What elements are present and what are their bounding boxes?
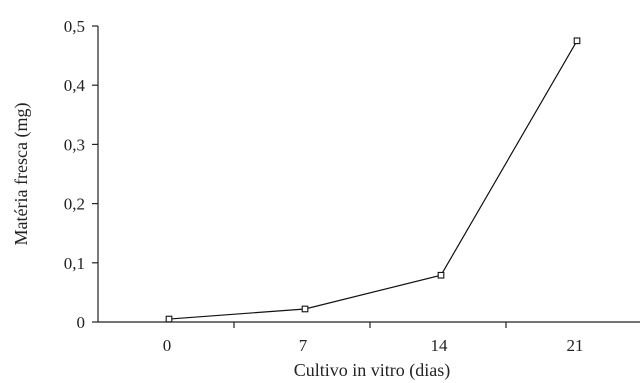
x-axis-title: Cultivo in vitro (dias) bbox=[294, 360, 451, 381]
x-tick-label: 14 bbox=[431, 336, 449, 355]
y-axis-ticks: 0 0,1 0,2 0,3 0,4 0,5 bbox=[64, 17, 98, 332]
y-axis-title: Matéria fresca (mg) bbox=[11, 103, 32, 246]
series-line bbox=[168, 40, 578, 320]
y-tick-label: 0,2 bbox=[64, 195, 85, 214]
y-tick-label: 0,3 bbox=[64, 135, 85, 154]
y-tick-label: 0,5 bbox=[64, 17, 85, 36]
y-tick-label: 0 bbox=[77, 313, 86, 332]
x-tick-label: 7 bbox=[299, 336, 308, 355]
y-tick-label: 0,1 bbox=[64, 254, 85, 273]
y-tick-label: 0,4 bbox=[64, 76, 86, 95]
data-point-marker bbox=[301, 305, 309, 313]
x-tick-label: 0 bbox=[163, 336, 172, 355]
data-point-marker bbox=[437, 271, 445, 279]
x-tick-label: 21 bbox=[567, 336, 584, 355]
series-group bbox=[165, 37, 581, 323]
data-point-marker bbox=[573, 37, 581, 45]
x-axis-ticks: 0 7 14 21 bbox=[163, 322, 584, 355]
data-point-marker bbox=[165, 315, 173, 323]
